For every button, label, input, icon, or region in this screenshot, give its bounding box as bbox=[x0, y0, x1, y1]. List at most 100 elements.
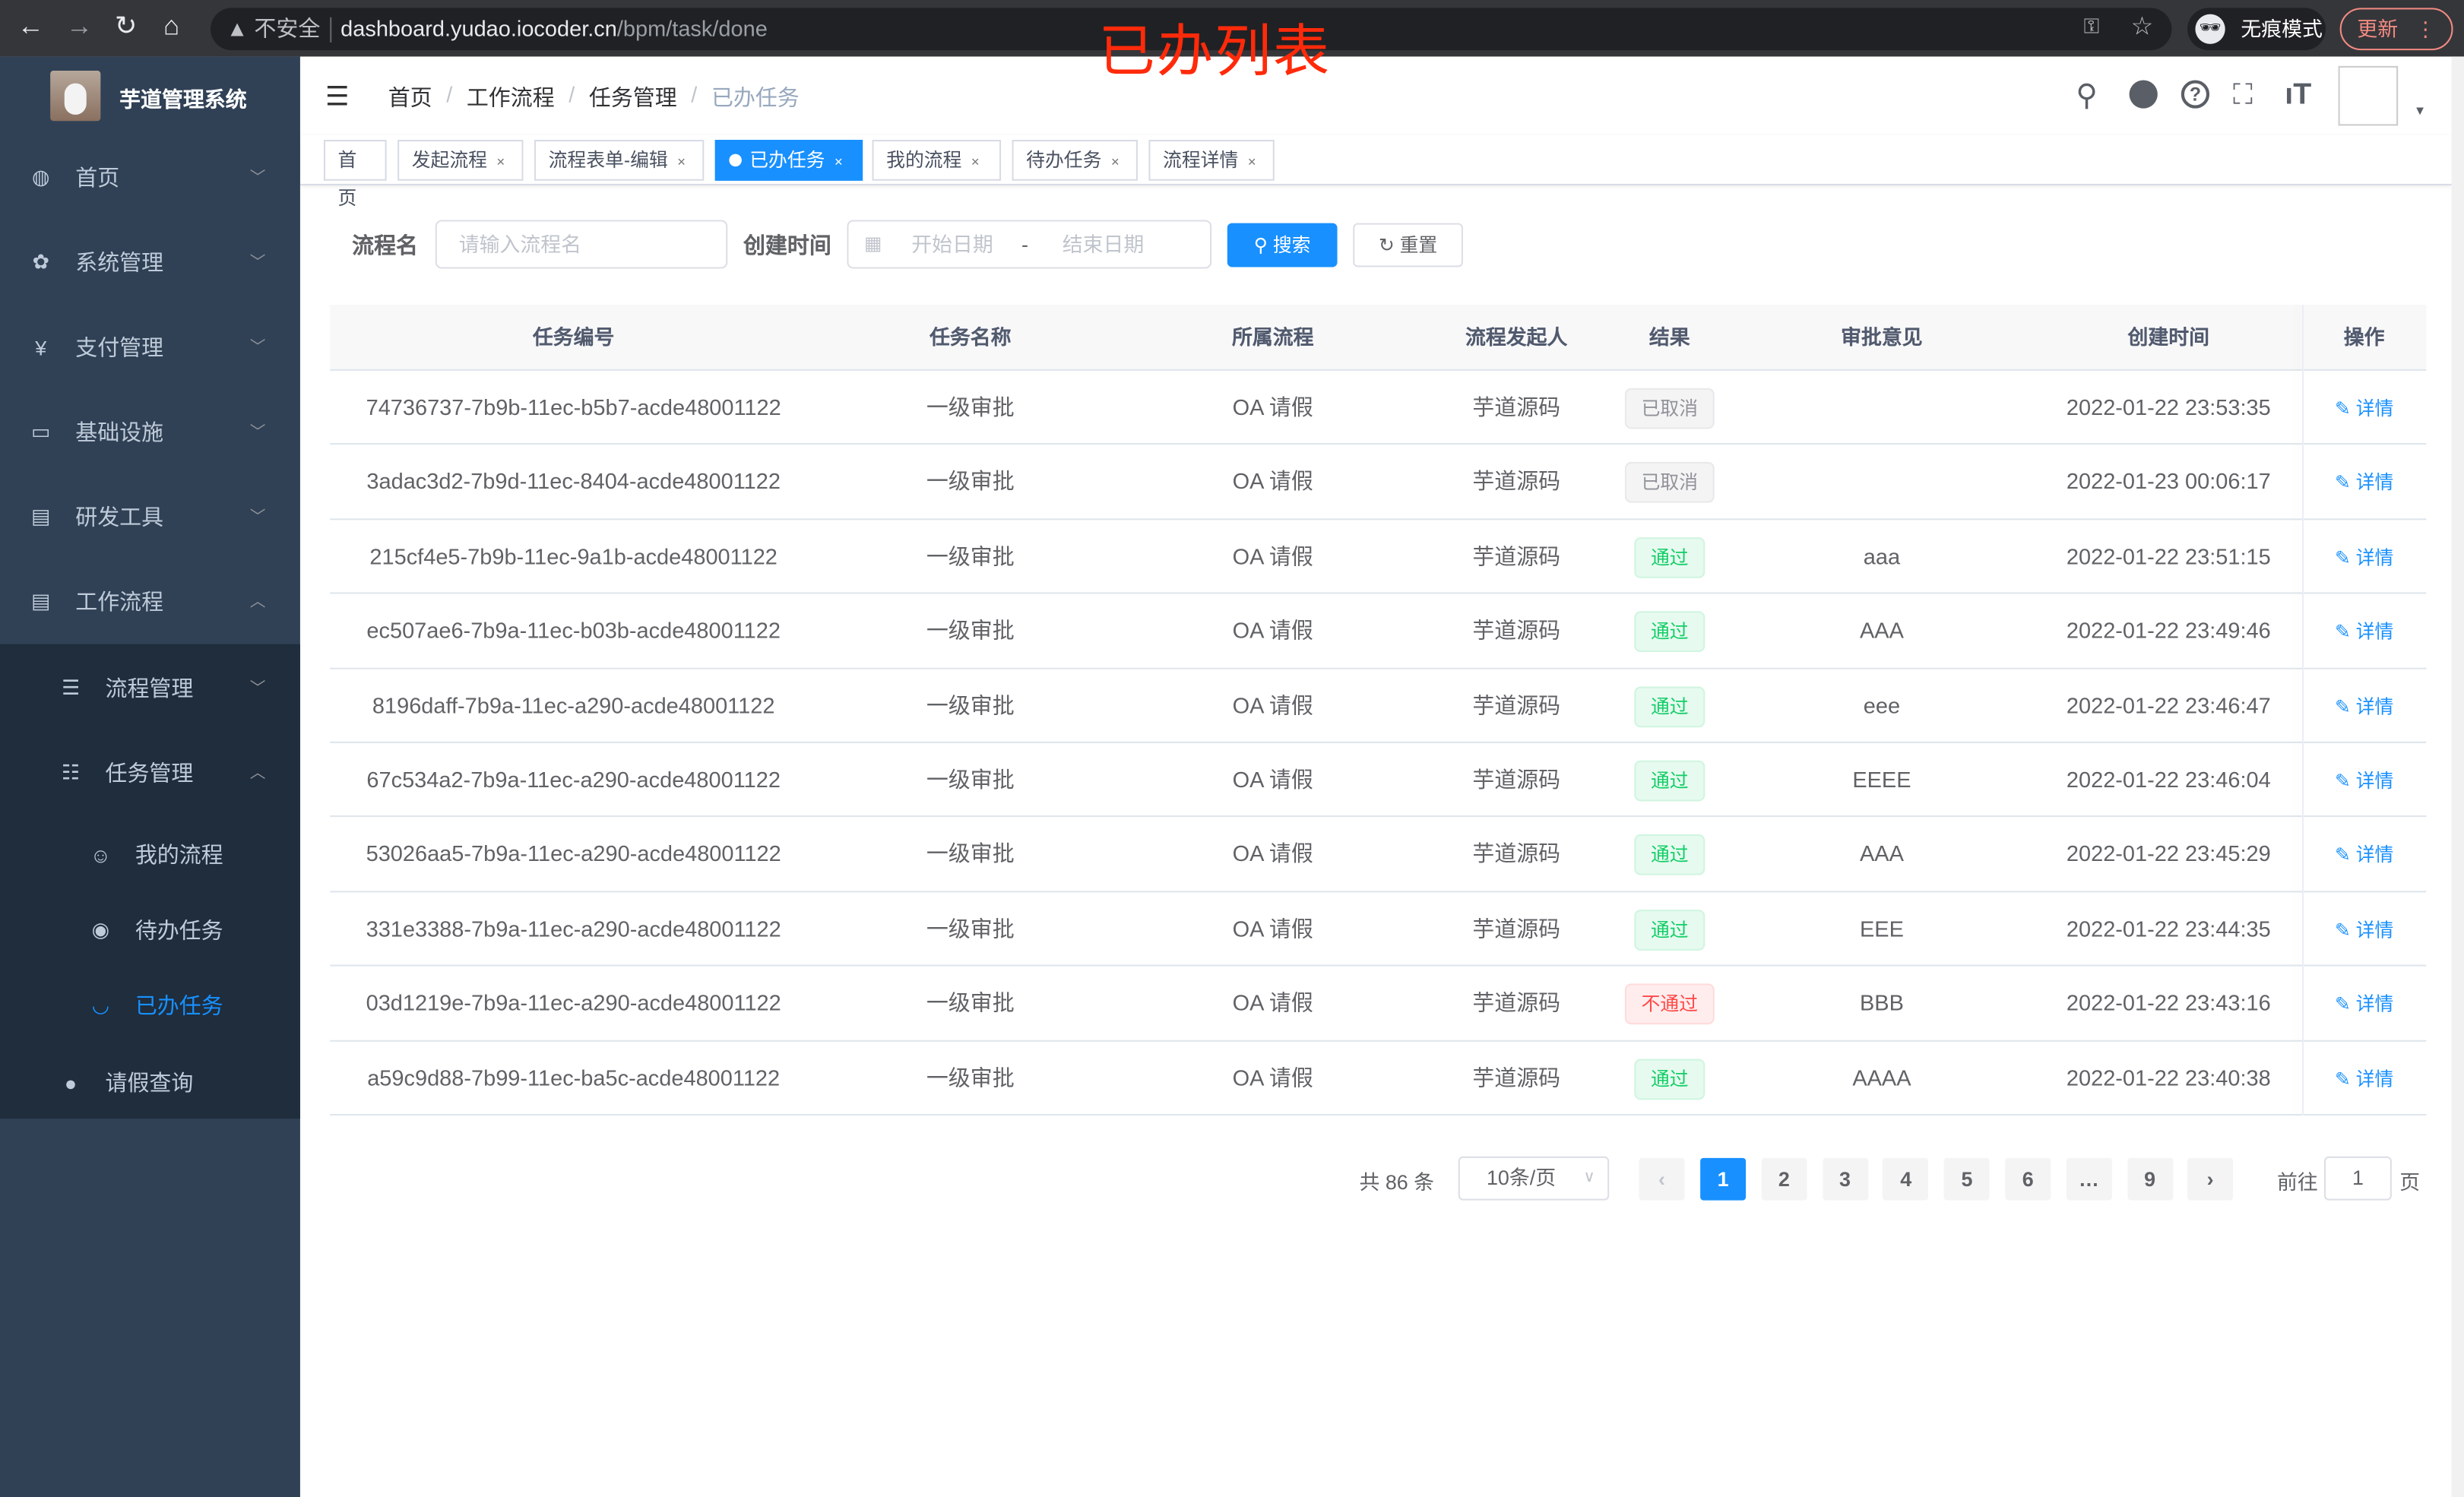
update-button[interactable]: 更新 ⋮ bbox=[2339, 8, 2453, 51]
page-button[interactable]: 2 bbox=[1761, 1157, 1807, 1201]
cell-comment: AAA bbox=[1859, 840, 1904, 867]
page-size-select[interactable]: 10条/页 ∨ bbox=[1458, 1156, 1610, 1201]
sidebar-item-1[interactable]: ✿ 系统管理 ﹀ bbox=[0, 220, 300, 305]
detail-link[interactable]: ✎ 详情 bbox=[2335, 770, 2393, 792]
date-range-picker[interactable]: ▦ 开始日期 - 结束日期 bbox=[847, 220, 1212, 269]
tab-1[interactable]: 发起流程 × bbox=[397, 140, 524, 181]
status-badge: 已取消 bbox=[1625, 388, 1714, 429]
cell-starter: 芋道源码 bbox=[1472, 394, 1561, 420]
font-size-icon[interactable]: ıT bbox=[2285, 78, 2312, 112]
github-icon[interactable] bbox=[2129, 80, 2158, 109]
address-bar[interactable]: ▲ 不安全 dashboard.yudao.iocoder.cn/bpm/tas… bbox=[211, 8, 2172, 51]
star-icon[interactable]: ☆ bbox=[2130, 14, 2154, 41]
page-button[interactable]: 1 bbox=[1700, 1157, 1747, 1201]
cell-result: 通过 bbox=[1610, 1041, 1728, 1115]
incognito-icon: 🕶 bbox=[2195, 14, 2225, 44]
yen-icon: ¥ bbox=[35, 335, 47, 359]
back-icon[interactable]: ← bbox=[17, 11, 44, 41]
tab-6[interactable]: 流程详情 × bbox=[1148, 140, 1275, 181]
help-icon[interactable]: ? bbox=[2181, 80, 2210, 109]
table-row: a59c9d88-7b99-11ec-ba5c-acde48001122 一级审批… bbox=[330, 1041, 2427, 1116]
range-separator: - bbox=[1021, 233, 1028, 257]
close-icon[interactable]: × bbox=[1247, 153, 1256, 170]
page-button[interactable]: … bbox=[2066, 1157, 2112, 1201]
incognito-badge[interactable]: 🕶 无痕模式 bbox=[2187, 8, 2326, 51]
tab-3[interactable]: 已办任务 × bbox=[714, 140, 863, 181]
page-button[interactable]: 6 bbox=[2005, 1157, 2051, 1201]
detail-link[interactable]: ✎ 详情 bbox=[2335, 621, 2393, 643]
page-button[interactable]: 9 bbox=[2127, 1157, 2173, 1201]
cell-name: 一级审批 bbox=[926, 692, 1015, 718]
cell-result: 通过 bbox=[1610, 892, 1728, 966]
close-icon[interactable]: × bbox=[677, 153, 686, 170]
chevron-up-icon: ︿ bbox=[249, 764, 266, 783]
sidebar-item-9[interactable]: ◉ 待办任务 bbox=[0, 892, 300, 967]
tab-4[interactable]: 我的流程 × bbox=[872, 140, 1002, 181]
cell-action: ✎ 详情 bbox=[2302, 743, 2426, 817]
sidebar-item-7[interactable]: ☷ 任务管理 ︿ bbox=[0, 730, 300, 815]
page-button[interactable]: 5 bbox=[1944, 1157, 1990, 1201]
sidebar-item-2[interactable]: ¥ 支付管理 ﹀ bbox=[0, 305, 300, 390]
cell-result: 通过 bbox=[1610, 520, 1728, 593]
detail-link[interactable]: ✎ 详情 bbox=[2335, 919, 2393, 941]
home-icon[interactable]: ⌂ bbox=[163, 11, 180, 41]
close-icon[interactable]: × bbox=[834, 153, 843, 170]
key-icon[interactable]: ⚿ bbox=[2083, 14, 2100, 38]
sidebar-item-4[interactable]: ▤ 研发工具 ﹀ bbox=[0, 474, 300, 559]
goto-page-input[interactable]: 1 bbox=[2323, 1156, 2392, 1201]
cell-id: 331e3388-7b9a-11ec-a290-acde48001122 bbox=[366, 915, 781, 942]
hamburger-icon[interactable]: ☰ bbox=[325, 81, 350, 112]
forward-icon[interactable]: → bbox=[65, 11, 93, 41]
breadcrumb-item[interactable]: 工作流程 bbox=[466, 84, 555, 110]
page-button[interactable]: 3 bbox=[1822, 1157, 1868, 1201]
detail-link[interactable]: ✎ 详情 bbox=[2335, 397, 2393, 419]
tab-0[interactable]: 首页 bbox=[323, 140, 387, 209]
page-scrollbar[interactable] bbox=[2451, 56, 2464, 1497]
close-icon[interactable]: × bbox=[1110, 153, 1120, 170]
close-icon[interactable]: × bbox=[496, 153, 505, 170]
caret-down-icon[interactable]: ▼ bbox=[2413, 103, 2427, 119]
cell-process: OA 请假 bbox=[1232, 617, 1313, 644]
sidebar-item-6[interactable]: ☰ 流程管理 ﹀ bbox=[0, 646, 300, 731]
detail-link[interactable]: ✎ 详情 bbox=[2335, 1068, 2393, 1090]
fullscreen-icon[interactable]: ⛶ bbox=[2233, 78, 2253, 110]
cell-id: ec507ae6-7b9a-11ec-b03b-acde48001122 bbox=[366, 617, 781, 644]
column-header: 任务名称 bbox=[929, 324, 1012, 350]
user-avatar[interactable] bbox=[2338, 65, 2399, 126]
sidebar-item-11[interactable]: ● 请假查询 bbox=[0, 1045, 300, 1120]
page-button[interactable]: 4 bbox=[1883, 1157, 1929, 1201]
sidebar-item-0[interactable]: ◍ 首页 ﹀ bbox=[0, 135, 300, 220]
not-secure-label[interactable]: ▲ 不安全 bbox=[226, 15, 321, 41]
sidebar-item-10[interactable]: ◡ 已办任务 bbox=[0, 968, 300, 1043]
table-header: 任务编号 任务名称 所属流程 流程发起人 结果 审批意见 创建时间 操作 bbox=[330, 305, 2427, 371]
tab-5[interactable]: 待办任务 × bbox=[1012, 140, 1138, 181]
prev-page-button[interactable]: ‹ bbox=[1639, 1157, 1685, 1201]
sidebar-item-label: 系统管理 bbox=[75, 249, 164, 275]
next-page-button[interactable]: › bbox=[2187, 1157, 2234, 1201]
cell-comment: aaa bbox=[1863, 543, 1901, 569]
sidebar-item-3[interactable]: ▭ 基础设施 ﹀ bbox=[0, 390, 300, 475]
update-label: 更新 bbox=[2357, 17, 2399, 41]
sidebar-item-8[interactable]: ☺ 我的流程 bbox=[0, 817, 300, 892]
close-icon[interactable]: × bbox=[971, 153, 980, 170]
cell-comment bbox=[1728, 445, 2035, 519]
reset-button[interactable]: ↻ 重置 bbox=[1353, 223, 1463, 267]
detail-link[interactable]: ✎ 详情 bbox=[2335, 844, 2393, 866]
sidebar-item-label: 已办任务 bbox=[135, 992, 223, 1018]
search-button[interactable]: ⚲ 搜索 bbox=[1227, 223, 1338, 267]
process-name-input[interactable]: 请输入流程名 bbox=[435, 220, 728, 269]
breadcrumb-item[interactable]: 首页 bbox=[388, 84, 432, 110]
goto-suffix: 页 bbox=[2399, 1170, 2421, 1195]
tab-label: 流程表单-编辑 bbox=[548, 149, 668, 172]
cell-comment: AAAA bbox=[1852, 1064, 1911, 1090]
tab-2[interactable]: 流程表单-编辑 × bbox=[534, 140, 705, 181]
sidebar-item-5[interactable]: ▤ 工作流程 ︿ bbox=[0, 559, 300, 644]
reload-icon[interactable]: ↻ bbox=[114, 11, 138, 41]
breadcrumb-item[interactable]: 任务管理 bbox=[588, 84, 677, 110]
detail-link[interactable]: ✎ 详情 bbox=[2335, 472, 2393, 494]
detail-link[interactable]: ✎ 详情 bbox=[2335, 546, 2393, 568]
detail-link[interactable]: ✎ 详情 bbox=[2335, 695, 2393, 717]
edit-icon: ✎ bbox=[2335, 919, 2356, 942]
search-icon[interactable]: ⚲ bbox=[2076, 80, 2098, 113]
detail-link[interactable]: ✎ 详情 bbox=[2335, 993, 2393, 1015]
